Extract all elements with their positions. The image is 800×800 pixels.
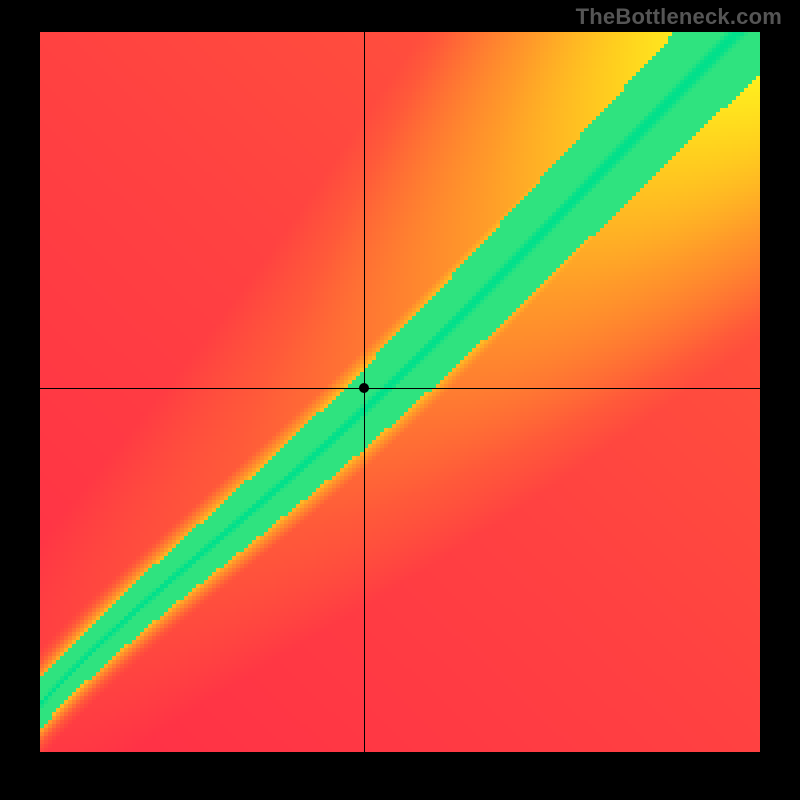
heatmap-canvas xyxy=(40,32,760,752)
crosshair-horizontal xyxy=(40,388,760,389)
watermark-text: TheBottleneck.com xyxy=(576,4,782,30)
plot-area xyxy=(40,32,760,752)
crosshair-marker xyxy=(359,383,369,393)
